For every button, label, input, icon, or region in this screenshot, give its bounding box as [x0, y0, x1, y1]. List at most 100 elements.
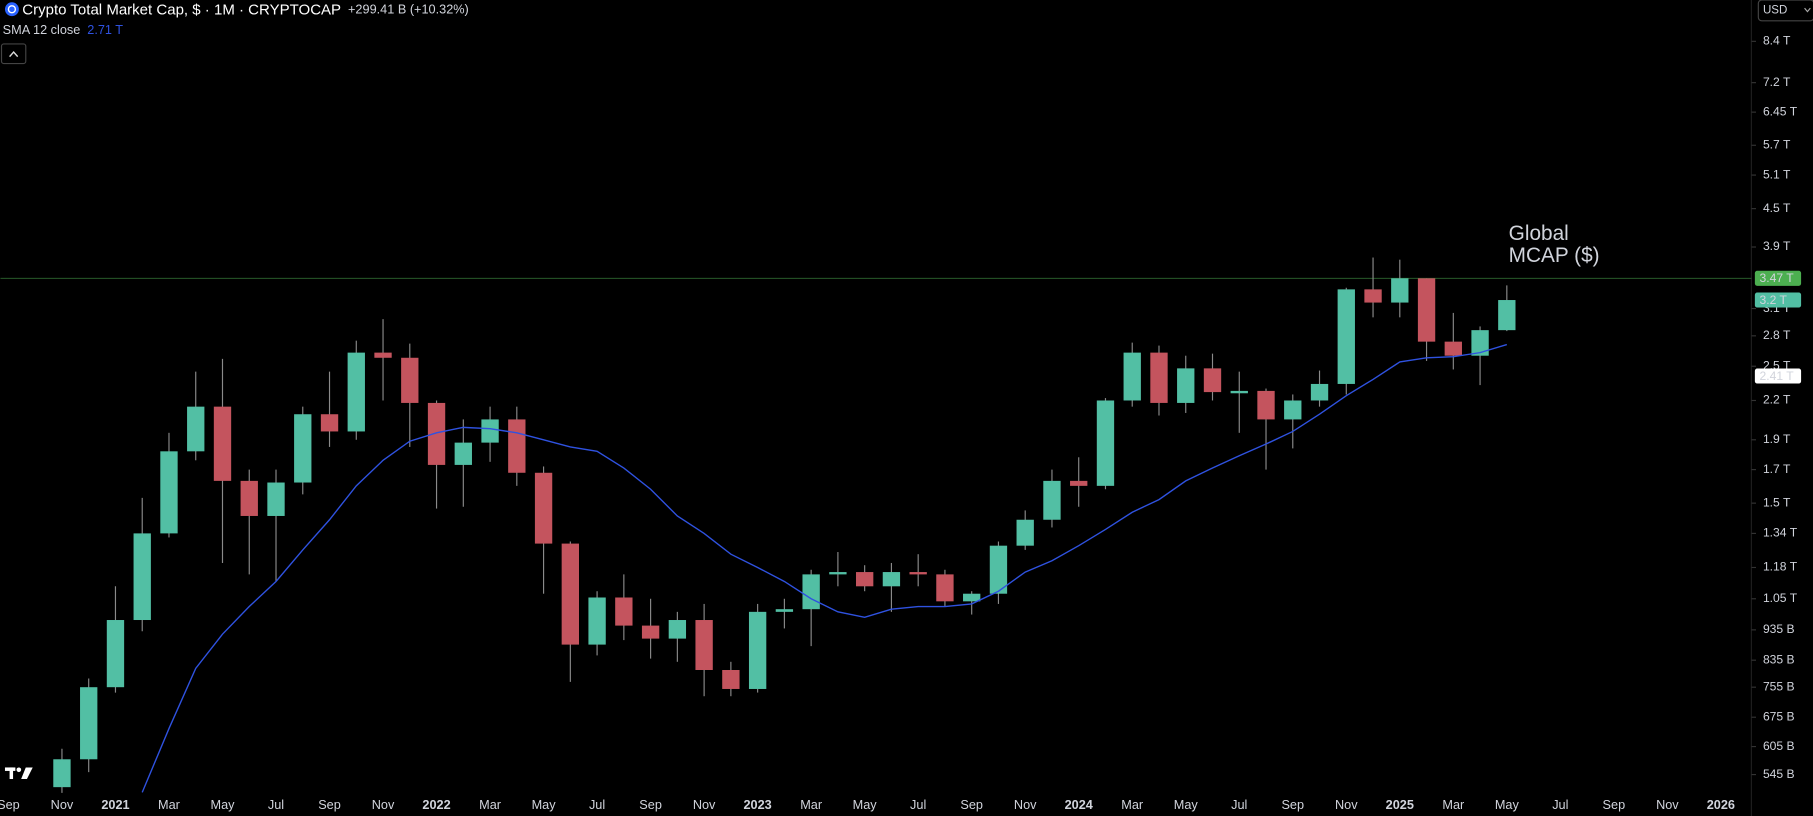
- y-tick-label: 6.45 T: [1763, 104, 1798, 118]
- x-tick-label: Mar: [158, 797, 181, 812]
- candle-body: [1150, 352, 1168, 403]
- annotation: MCAP ($): [1509, 244, 1600, 267]
- price-badge: [1754, 270, 1802, 286]
- candle-body: [1096, 400, 1115, 486]
- sma-line: [141, 343, 1508, 793]
- y-tick-label: 5.7 T: [1763, 137, 1791, 151]
- candle-body: [1364, 289, 1382, 303]
- x-tick-label: Nov: [51, 797, 74, 812]
- candle-body: [668, 620, 687, 639]
- candle-body: [882, 572, 901, 587]
- y-tick-label: 7.2 T: [1763, 75, 1791, 89]
- candle-body: [775, 609, 794, 612]
- x-tick-label: Sep: [0, 797, 20, 812]
- x-tick-label: Nov: [1335, 797, 1358, 812]
- x-tick-label: 2025: [1386, 797, 1414, 812]
- x-tick-label: May: [1174, 797, 1199, 812]
- y-tick-label: 5.1 T: [1763, 167, 1791, 181]
- tradingview-logo: [4, 767, 33, 780]
- candle-body: [401, 357, 419, 403]
- collapse-icon: [9, 50, 19, 58]
- y-tick-label: 8.4 T: [1763, 34, 1791, 48]
- candle-body: [615, 597, 633, 626]
- symbol-icon-inner: [7, 5, 17, 14]
- candle-body: [963, 593, 981, 602]
- candle-body: [294, 414, 312, 483]
- candle-body: [534, 472, 553, 544]
- candle-body: [133, 533, 151, 621]
- header: Crypto Total Market Cap, $ · 1M · CRYPTO…: [22, 1, 468, 18]
- y-tick-label: 2.2 T: [1763, 393, 1791, 407]
- y-tick-label: 2.8 T: [1763, 328, 1791, 342]
- candle-body: [1257, 390, 1275, 420]
- x-tick-label: May: [210, 797, 235, 812]
- y-tick-label: 545 B: [1763, 767, 1795, 781]
- candle-body: [1230, 390, 1248, 394]
- candle-body: [1177, 368, 1195, 403]
- x-tick-label: 2024: [1065, 797, 1093, 812]
- candle-body: [213, 406, 232, 481]
- candle-body: [427, 402, 446, 465]
- candle-body: [1444, 341, 1462, 356]
- x-tick-label: May: [532, 797, 557, 812]
- annotation: Global: [1509, 222, 1569, 245]
- price-badge-label: 3.47 T: [1759, 271, 1794, 285]
- logo-part: [21, 767, 33, 780]
- currency-button[interactable]: [1757, 0, 1813, 22]
- candle-body: [347, 352, 365, 432]
- plot-area: [0, 257, 1752, 793]
- x-tick-label: Nov: [1656, 797, 1679, 812]
- x-tick-label: May: [1495, 797, 1520, 812]
- change-label: +299.41 B (+10.32%): [348, 2, 469, 17]
- sma-name: SMA 12 close: [3, 23, 81, 38]
- collapse-button[interactable]: [0, 43, 27, 65]
- symbol-icon: [4, 2, 19, 17]
- x-tick-label: Mar: [479, 797, 502, 812]
- candle-body: [748, 611, 767, 689]
- x-tick-label: Jul: [1231, 797, 1247, 812]
- y-tick-label: 1.7 T: [1763, 462, 1791, 476]
- y-tick-label: 1.18 T: [1763, 560, 1798, 574]
- y-tick-label: 1.05 T: [1763, 591, 1798, 605]
- candle-body: [561, 543, 580, 645]
- chart-title: Crypto Total Market Cap, $ · 1M · CRYPTO…: [22, 1, 341, 18]
- candle-body: [1498, 300, 1516, 331]
- currency-label: USD: [1763, 4, 1787, 16]
- candle-body: [1337, 289, 1355, 384]
- candle-body: [989, 545, 1008, 594]
- candle-body: [909, 572, 927, 575]
- x-tick-label: Mar: [1121, 797, 1144, 812]
- x-tick-label: Nov: [693, 797, 716, 812]
- logo-part: [9, 767, 14, 780]
- candle-body: [481, 419, 499, 443]
- x-tick-label: Jul: [1552, 797, 1568, 812]
- candle-body: [106, 620, 125, 688]
- x-tick-label: 2022: [422, 797, 450, 812]
- candle-body: [1016, 519, 1034, 546]
- x-tick-label: Sep: [1603, 797, 1626, 812]
- y-tick-label: 935 B: [1763, 622, 1795, 636]
- x-tick-label: Mar: [1442, 797, 1465, 812]
- candle-body: [53, 759, 71, 788]
- logo-part: [16, 767, 22, 773]
- y-tick-label: 3.9 T: [1763, 239, 1791, 253]
- candle-body: [588, 597, 606, 645]
- x-tick-label: Sep: [1281, 797, 1304, 812]
- x-tick-label: Sep: [318, 797, 341, 812]
- x-tick-label: Mar: [800, 797, 823, 812]
- currency-caret: [1804, 7, 1811, 13]
- candle-body: [1284, 400, 1302, 420]
- x-tick-label: Jul: [589, 797, 605, 812]
- candle-body: [1203, 368, 1222, 393]
- x-tick-label: Jul: [910, 797, 926, 812]
- candle-body: [695, 620, 713, 670]
- candle-body: [1043, 480, 1061, 520]
- price-badge: [1754, 292, 1802, 308]
- candle-body: [1391, 278, 1409, 303]
- indicator-legend: SMA 12 close 2.71 T: [3, 23, 124, 38]
- x-tick-label: Jul: [268, 797, 284, 812]
- y-tick-label: 1.34 T: [1763, 526, 1798, 540]
- candle-body: [1123, 352, 1141, 401]
- candle-body: [160, 451, 178, 534]
